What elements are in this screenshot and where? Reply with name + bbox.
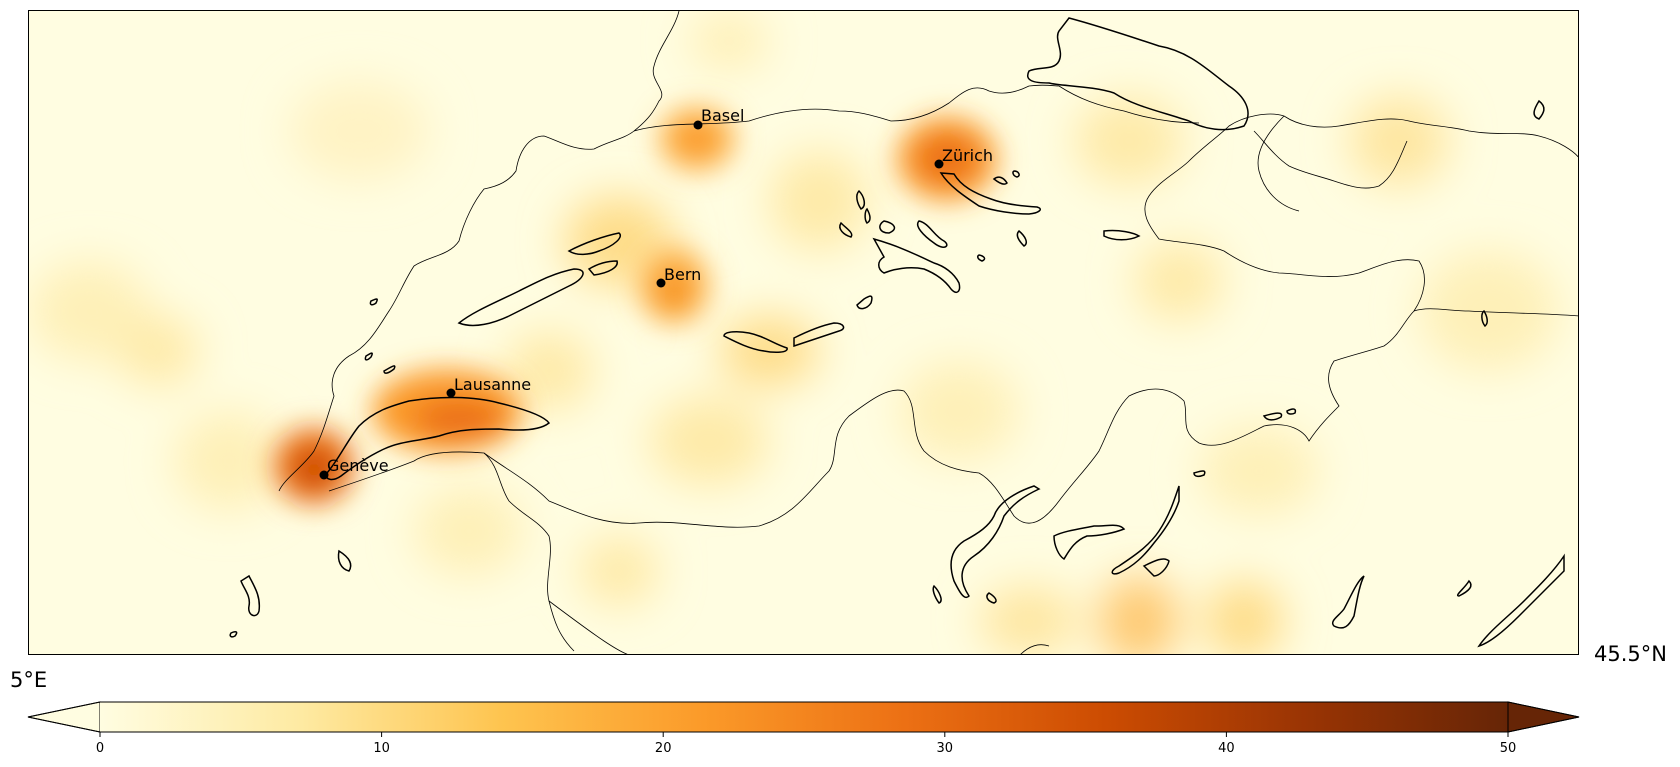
colorbar-tick-label: 20 (655, 741, 672, 756)
colorbar-body (100, 702, 1508, 732)
colorbar-extend-high (1507, 701, 1580, 733)
density-map: Basel Zürich Bern Lausanne Genève (29, 11, 1578, 654)
colorbar-tick-label: 10 (373, 741, 390, 756)
city-marker (656, 278, 666, 288)
city-marker (934, 159, 944, 169)
city-lausanne[interactable]: Lausanne (446, 375, 532, 398)
latitude-label: 45.5°N (1594, 642, 1667, 666)
colorbar: 0 10 20 30 40 50 (27, 701, 1580, 756)
colorbar-ticks: 0 10 20 30 40 50 (96, 732, 1516, 756)
city-geneve[interactable]: Genève (319, 456, 389, 480)
lakes (229, 17, 1565, 648)
colorbar-tick-label: 50 (1500, 741, 1517, 756)
city-label: Genève (327, 456, 389, 475)
colorbar-extend-low (27, 701, 101, 733)
city-marker (446, 388, 456, 398)
city-label: Zürich (942, 146, 993, 165)
city-label: Lausanne (454, 375, 531, 394)
colorbar-tick-label: 30 (937, 741, 954, 756)
city-markers: Basel Zürich Bern Lausanne Genève (319, 106, 994, 480)
map-panel: Basel Zürich Bern Lausanne Genève (28, 10, 1579, 655)
city-zurich[interactable]: Zürich (934, 146, 994, 169)
country-borders (278, 11, 1578, 654)
city-bern[interactable]: Bern (656, 265, 702, 288)
city-label: Basel (701, 106, 744, 125)
city-marker (693, 120, 703, 130)
longitude-label: 5°E (10, 668, 48, 692)
colorbar-tick-label: 40 (1218, 741, 1235, 756)
city-label: Bern (664, 265, 701, 284)
city-marker (319, 470, 329, 480)
colorbar-tick-label: 0 (96, 741, 104, 756)
density-background (29, 11, 1559, 654)
city-basel[interactable]: Basel (693, 106, 745, 130)
